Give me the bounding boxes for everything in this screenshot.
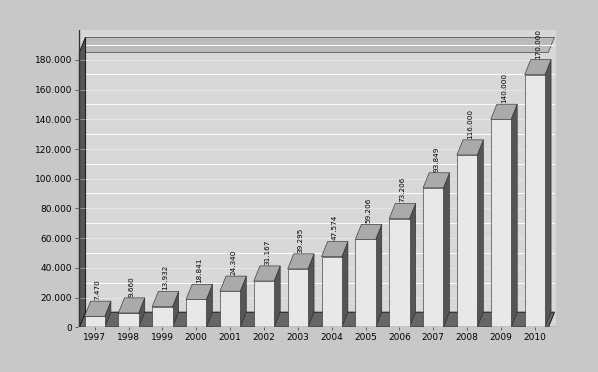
Polygon shape xyxy=(220,276,246,291)
Text: 140.000: 140.000 xyxy=(501,73,507,103)
Polygon shape xyxy=(410,203,416,327)
Polygon shape xyxy=(389,219,410,327)
Text: 47.574: 47.574 xyxy=(332,215,338,240)
Polygon shape xyxy=(423,188,443,327)
Polygon shape xyxy=(322,257,342,327)
Polygon shape xyxy=(545,60,551,327)
Text: 73.206: 73.206 xyxy=(399,177,405,202)
Polygon shape xyxy=(84,301,111,316)
Polygon shape xyxy=(342,241,348,327)
Polygon shape xyxy=(139,298,145,327)
Text: 93.849: 93.849 xyxy=(434,146,440,171)
Polygon shape xyxy=(322,241,348,257)
Polygon shape xyxy=(511,104,517,327)
Text: 31.167: 31.167 xyxy=(264,240,270,265)
Polygon shape xyxy=(84,316,105,327)
Polygon shape xyxy=(491,119,511,327)
Text: 116.000: 116.000 xyxy=(467,109,473,139)
Polygon shape xyxy=(80,312,554,327)
Text: 18.841: 18.841 xyxy=(196,258,202,283)
Polygon shape xyxy=(118,298,145,313)
Polygon shape xyxy=(274,266,280,327)
Polygon shape xyxy=(254,281,274,327)
Text: 170.000: 170.000 xyxy=(535,29,541,58)
Polygon shape xyxy=(524,60,551,75)
Polygon shape xyxy=(288,269,308,327)
Polygon shape xyxy=(240,276,246,327)
Polygon shape xyxy=(491,104,517,119)
Polygon shape xyxy=(254,266,280,281)
Polygon shape xyxy=(80,37,554,52)
Text: 7.470: 7.470 xyxy=(94,279,100,300)
Polygon shape xyxy=(80,37,86,327)
Text: 59.206: 59.206 xyxy=(365,198,371,223)
Polygon shape xyxy=(376,224,382,327)
Text: 24.340: 24.340 xyxy=(230,250,236,275)
Polygon shape xyxy=(389,203,416,219)
Text: 39.295: 39.295 xyxy=(298,227,304,253)
Polygon shape xyxy=(186,299,206,327)
Polygon shape xyxy=(186,284,212,299)
Polygon shape xyxy=(220,291,240,327)
Polygon shape xyxy=(173,292,179,327)
Polygon shape xyxy=(457,155,477,327)
Polygon shape xyxy=(118,313,139,327)
Polygon shape xyxy=(308,254,314,327)
Polygon shape xyxy=(443,173,450,327)
Text: 13.932: 13.932 xyxy=(163,265,169,291)
Polygon shape xyxy=(457,140,483,155)
Polygon shape xyxy=(152,307,173,327)
Polygon shape xyxy=(152,292,179,307)
Polygon shape xyxy=(288,254,314,269)
Polygon shape xyxy=(105,301,111,327)
Text: 9.660: 9.660 xyxy=(129,276,135,297)
Polygon shape xyxy=(355,224,382,239)
Polygon shape xyxy=(524,75,545,327)
Polygon shape xyxy=(206,284,212,327)
Polygon shape xyxy=(477,140,483,327)
Polygon shape xyxy=(355,239,376,327)
Polygon shape xyxy=(423,173,450,188)
